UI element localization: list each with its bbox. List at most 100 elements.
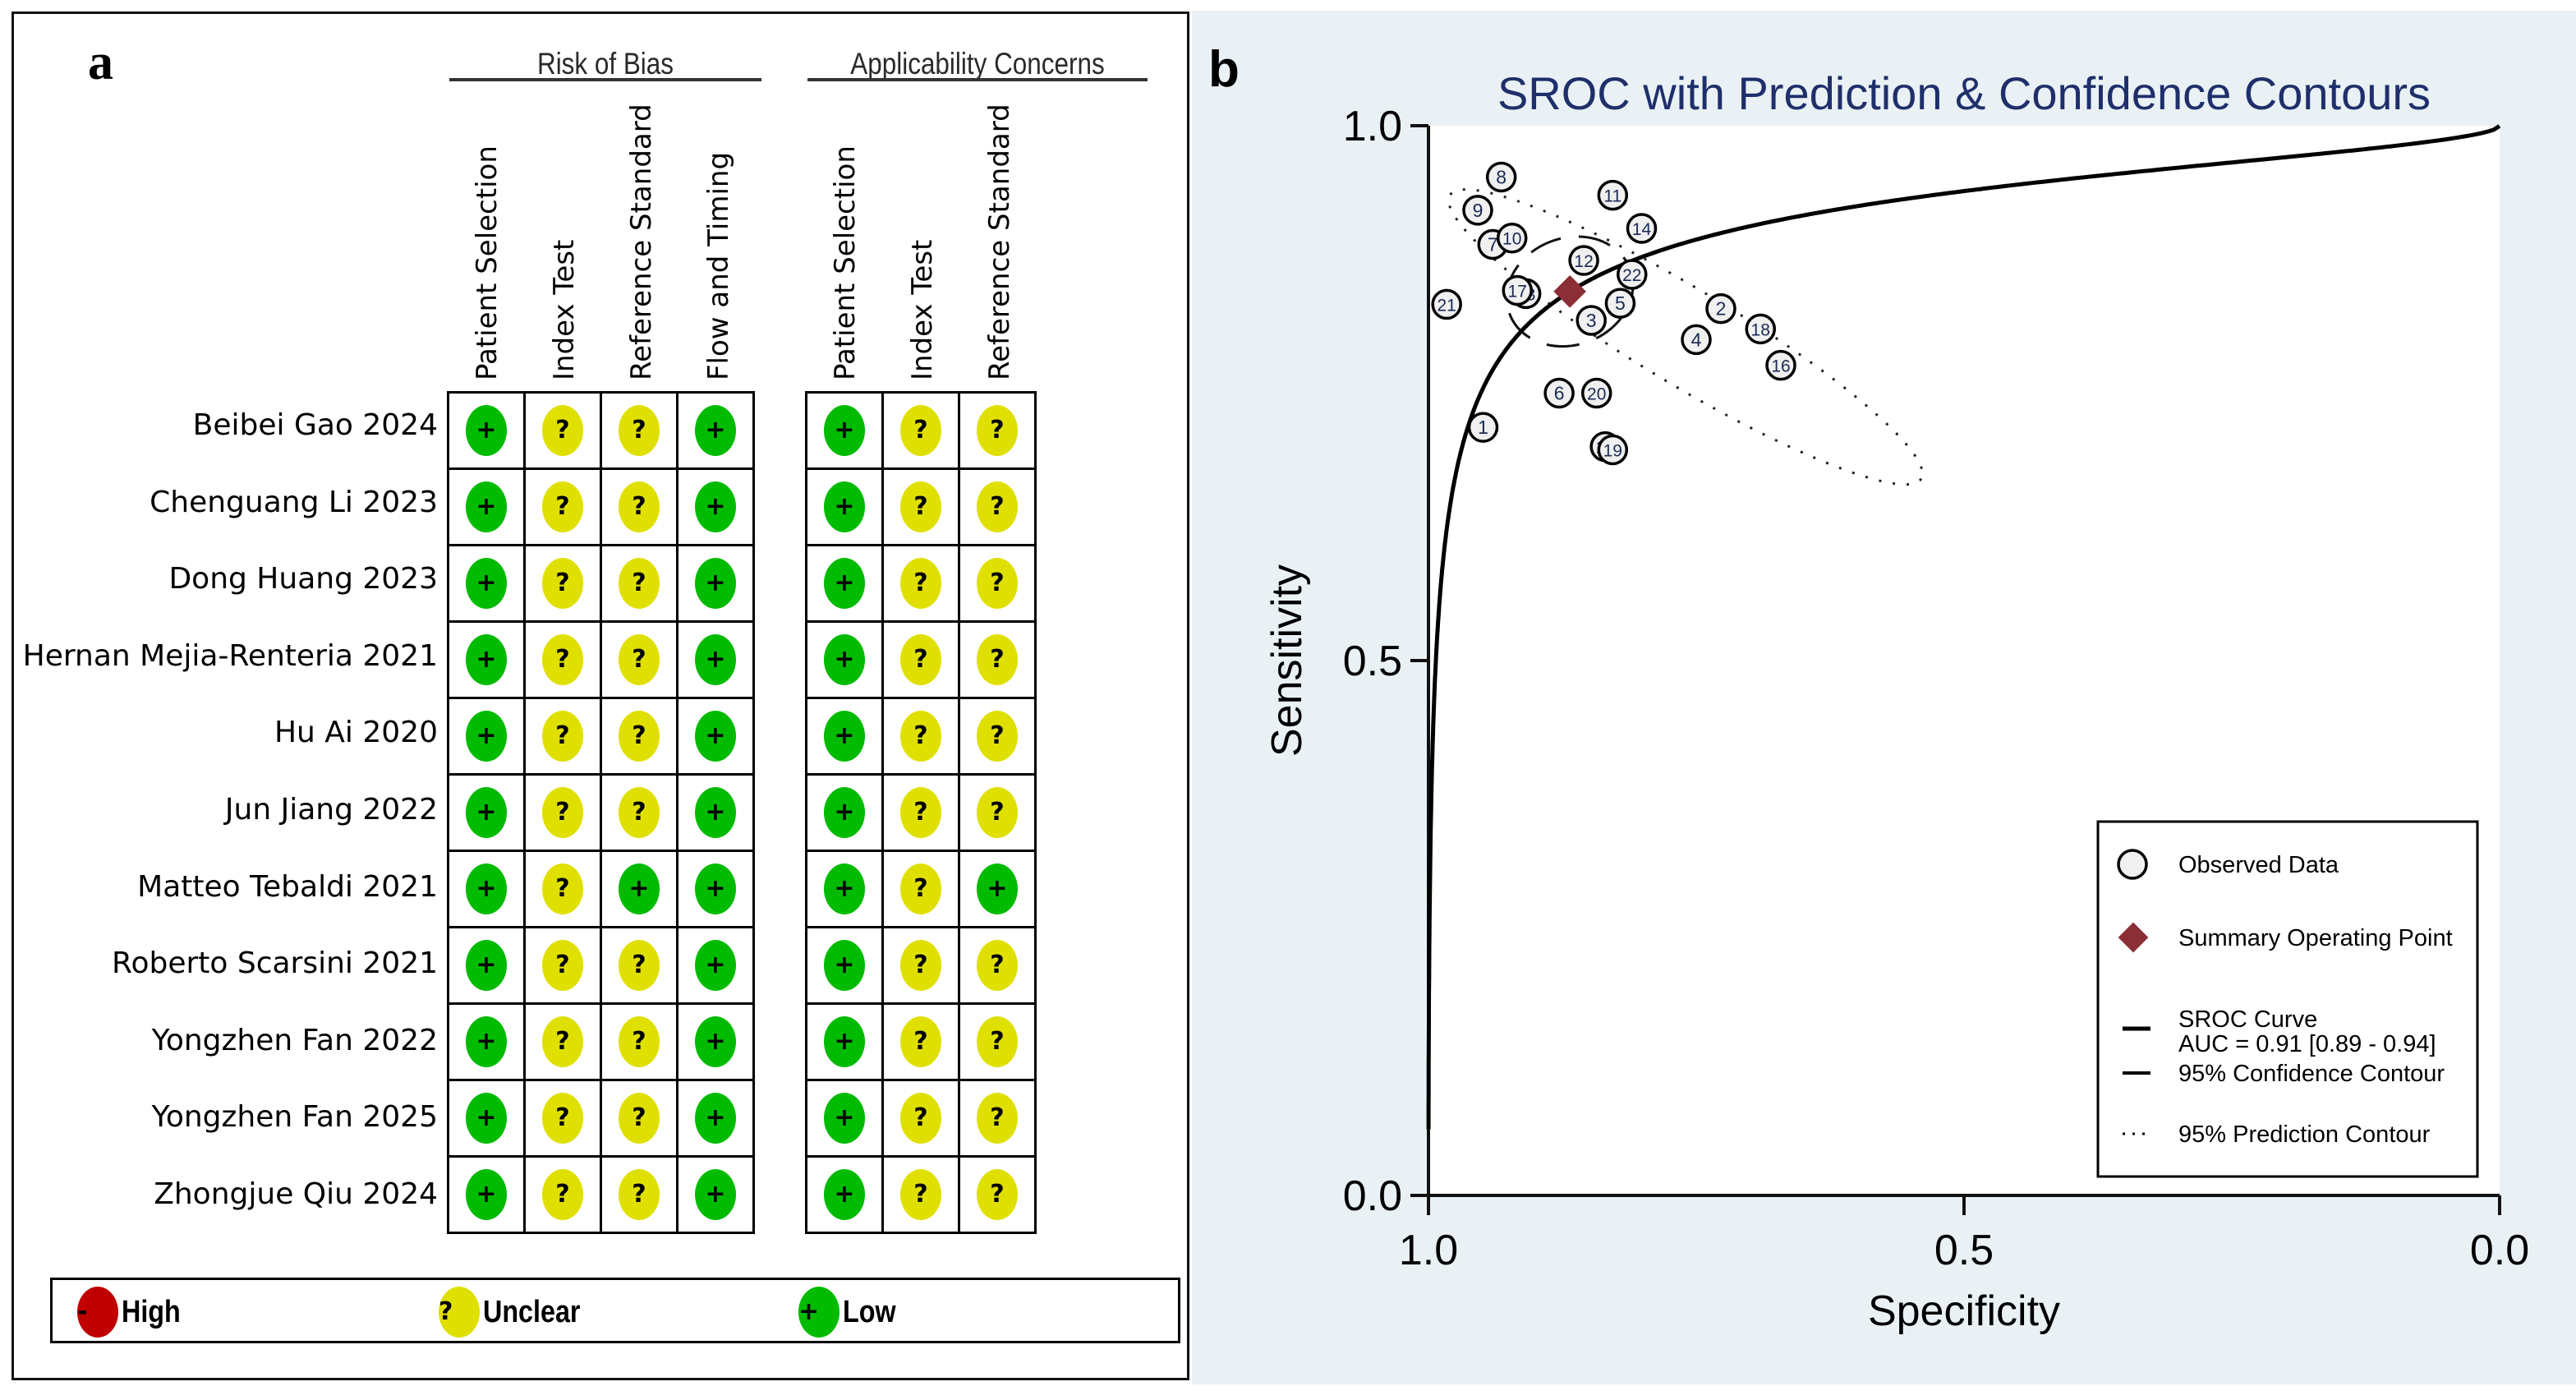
rating-unclear-icon: ? (619, 634, 660, 685)
observed-marker (1431, 288, 1462, 320)
rating-unclear-icon: ? (542, 863, 583, 914)
rating-unclear-icon: ? (619, 940, 660, 991)
rating-cell: + (958, 850, 1037, 928)
rating-unclear-icon: ? (619, 1093, 660, 1144)
table-row: +?? + (447, 773, 755, 852)
rating-cell: + (447, 544, 526, 623)
x-tick-label: 0.5 (1934, 1227, 1994, 1274)
rating-cell: ? (958, 926, 1037, 1005)
risk-of-bias-underline (449, 78, 761, 81)
column-header-index-test: Index Test (906, 239, 939, 380)
column-header-reference-standard: Reference Standard (983, 104, 1016, 380)
rating-cell: ? (523, 467, 602, 546)
column-header-reference-standard: Reference Standard (625, 104, 658, 380)
rating-unclear-icon: ? (542, 1016, 583, 1067)
rating-low-icon: + (824, 787, 865, 838)
legend-box (2096, 820, 2479, 1178)
rating-low-icon: + (466, 481, 507, 532)
observed-point-label: 3 (1586, 310, 1597, 331)
rating-unclear-icon: ? (900, 863, 941, 914)
rating-legend: - High ? Unclear + Low (50, 1278, 1180, 1343)
summary-point (1553, 275, 1586, 308)
observed-point-label: 18 (1751, 320, 1770, 339)
rating-low-icon: + (977, 863, 1018, 914)
observed-point: 2 (1705, 292, 1736, 325)
study-name: Matteo Tebaldi 2021 (137, 869, 438, 904)
rating-unclear-icon: ? (977, 940, 1018, 991)
rating-cell: + (805, 467, 884, 546)
rating-unclear-icon: ? (900, 1169, 941, 1220)
panel-label-a: a (88, 35, 113, 90)
observed-point: 11 (1597, 179, 1629, 211)
rating-unclear-icon: ? (542, 634, 583, 685)
observed-marker (1580, 377, 1612, 409)
rating-cell: ? (881, 1002, 960, 1081)
table-row: +?? + (447, 1079, 755, 1158)
observed-point-label: 22 (1622, 266, 1641, 285)
observed-point-label: 5 (1615, 292, 1626, 314)
rating-cell: + (805, 773, 884, 852)
rating-cell: ? (881, 773, 960, 852)
rating-cell: ? (523, 1155, 602, 1234)
rating-low-icon: + (466, 1016, 507, 1067)
observed-point-label: 19 (1603, 442, 1622, 461)
observed-point: 21 (1431, 288, 1462, 320)
rating-low-icon: + (466, 558, 507, 609)
rating-cell: ? (600, 391, 678, 470)
rating-unclear-icon: ? (619, 405, 660, 456)
observed-point: 5 (1604, 288, 1636, 319)
study-name: Yongzhen Fan 2025 (151, 1100, 438, 1135)
observed-point-label: 12 (1574, 252, 1593, 271)
observed-points: 12345678910111213141516171819202122 (1431, 161, 1796, 466)
rating-low-icon: + (824, 1093, 865, 1144)
table-row: +?? + (447, 391, 755, 470)
table-row: +?? + (447, 697, 755, 776)
rating-cell: ? (523, 1079, 602, 1158)
chart-title: SROC with Prediction & Confidence Contou… (1497, 67, 2431, 119)
rating-cell: ? (958, 1002, 1037, 1081)
legend-label: Low (843, 1294, 896, 1329)
observed-marker (1467, 412, 1499, 443)
rating-low-icon: + (695, 405, 736, 456)
rating-unclear-icon: ? (900, 558, 941, 609)
risk-of-bias-title: Risk of Bias (536, 47, 674, 81)
rating-cell: + (805, 620, 884, 699)
study-name: Zhongjue Qiu 2024 (154, 1177, 438, 1211)
observed-point: 22 (1617, 259, 1648, 290)
rating-cell: + (805, 926, 884, 1005)
rating-cell: ? (523, 391, 602, 470)
chart-legend: Observed Data Summary Operating Point SROC… (2096, 820, 2479, 1178)
observed-point: 12 (1568, 245, 1599, 276)
rating-low-icon: + (824, 863, 865, 914)
table-row: +?? + (447, 620, 755, 699)
rating-low-icon: + (695, 634, 736, 685)
observed-point-label: 9 (1473, 200, 1484, 221)
rating-unclear-icon: ? (439, 1287, 480, 1338)
table-row: +?? + (447, 467, 755, 546)
rating-unclear-icon: ? (900, 481, 941, 532)
observed-marker (1681, 324, 1712, 356)
rating-unclear-icon: ? (619, 711, 660, 762)
observed-point: 9 (1462, 195, 1493, 226)
rating-cell: ? (600, 1079, 678, 1158)
rating-unclear-icon: ? (542, 711, 583, 762)
rating-unclear-icon: ? (977, 481, 1018, 532)
x-axis-label: Specificity (1868, 1287, 2060, 1335)
observed-marker (1543, 377, 1575, 409)
rating-cell: ? (523, 773, 602, 852)
observed-point-label: 6 (1554, 383, 1565, 404)
rating-unclear-icon: ? (977, 1093, 1018, 1144)
rating-cell: + (805, 1002, 884, 1081)
rating-unclear-icon: ? (542, 481, 583, 532)
legend-item-prediction: 95% Prediction Contour (2123, 1121, 2431, 1148)
rating-low-icon: + (824, 711, 865, 762)
observed-point: 10 (1496, 222, 1528, 254)
observed-point-label: 1 (1478, 417, 1488, 438)
rating-cell: + (676, 620, 755, 699)
rating-cell: + (676, 1155, 755, 1234)
rating-low-icon: + (695, 711, 736, 762)
rating-cell: ? (881, 620, 960, 699)
observed-point-label: 16 (1771, 357, 1790, 376)
observed-marker (1597, 179, 1629, 211)
column-header-flow-and-timing: Flow and Timing (702, 151, 735, 380)
